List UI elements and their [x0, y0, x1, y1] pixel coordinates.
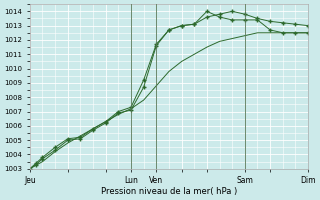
X-axis label: Pression niveau de la mer( hPa ): Pression niveau de la mer( hPa ) — [101, 187, 237, 196]
